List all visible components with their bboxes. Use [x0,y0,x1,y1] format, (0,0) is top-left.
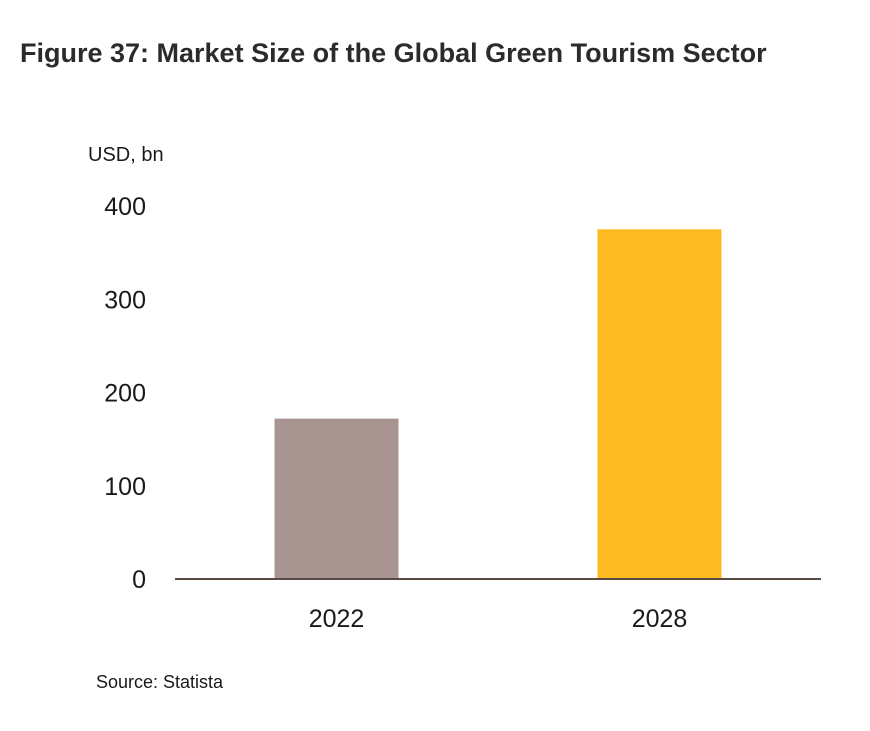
y-tick-label: 400 [104,193,146,221]
y-tick-label: 200 [104,380,146,408]
x-tick-label: 2028 [632,605,688,633]
page-title: Figure 37: Market Size of the Global Gre… [20,38,767,68]
y-axis-unit-label: USD, bn [88,144,164,166]
x-axis-ticks: 2022 2028 [309,605,688,633]
bar-2022 [274,418,399,579]
y-tick-label: 100 [104,473,146,501]
bar-series [274,229,722,579]
source-note: Source: Statista [96,672,224,692]
bar-2028 [597,229,722,579]
y-axis-ticks: 0 100 200 300 400 [104,193,146,594]
x-tick-label: 2022 [309,605,365,633]
y-tick-label: 300 [104,286,146,314]
y-tick-label: 0 [132,566,146,594]
